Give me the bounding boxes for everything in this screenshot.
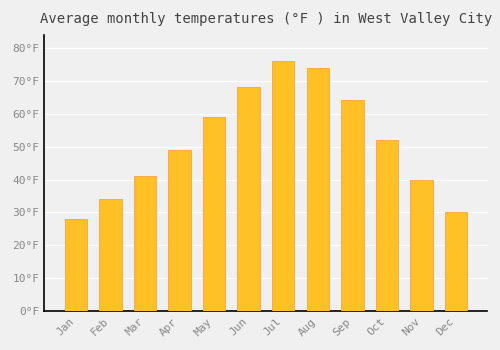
Bar [134, 176, 156, 311]
Bar [168, 150, 190, 311]
Bar [306, 68, 329, 311]
Bar [64, 219, 87, 311]
Title: Average monthly temperatures (°F ) in West Valley City: Average monthly temperatures (°F ) in We… [40, 13, 492, 27]
Bar [238, 87, 260, 311]
Bar [341, 100, 363, 311]
Bar [203, 117, 226, 311]
Bar [272, 61, 294, 311]
Bar [410, 180, 433, 311]
Bar [376, 140, 398, 311]
Bar [99, 199, 122, 311]
Bar [445, 212, 468, 311]
